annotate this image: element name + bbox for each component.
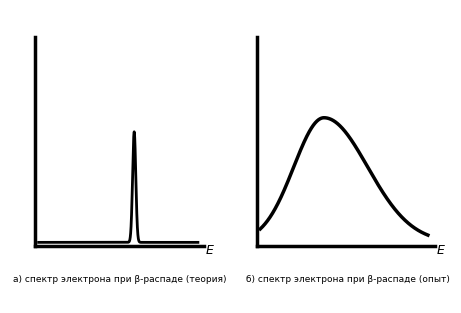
Text: E: E bbox=[206, 244, 214, 257]
Text: а) спектр электрона при β-распаде (теория): а) спектр электрона при β-распаде (теори… bbox=[13, 275, 227, 285]
Text: E: E bbox=[436, 244, 444, 257]
Text: б) спектр электрона при β-распаде (опыт): б) спектр электрона при β-распаде (опыт) bbox=[246, 275, 450, 285]
